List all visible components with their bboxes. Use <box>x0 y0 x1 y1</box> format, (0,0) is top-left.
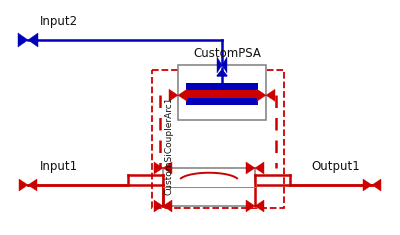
Text: Output1: Output1 <box>311 160 360 173</box>
Text: CustomSiCouplerArc1: CustomSiCouplerArc1 <box>164 97 173 195</box>
Bar <box>152 70 284 208</box>
Polygon shape <box>363 179 381 191</box>
Text: Input1: Input1 <box>40 160 78 173</box>
Bar <box>178 65 266 120</box>
Text: Input2: Input2 <box>40 15 78 28</box>
Polygon shape <box>257 89 275 101</box>
Polygon shape <box>246 200 264 212</box>
Polygon shape <box>154 200 172 212</box>
Polygon shape <box>217 70 227 76</box>
Bar <box>186 90 258 98</box>
Polygon shape <box>18 33 38 47</box>
Polygon shape <box>19 179 37 191</box>
Text: CustomPSA: CustomPSA <box>193 47 261 60</box>
Bar <box>186 83 258 105</box>
Bar <box>163 168 255 206</box>
Polygon shape <box>169 89 187 101</box>
Polygon shape <box>154 162 172 174</box>
Polygon shape <box>246 162 264 174</box>
Polygon shape <box>217 57 227 73</box>
